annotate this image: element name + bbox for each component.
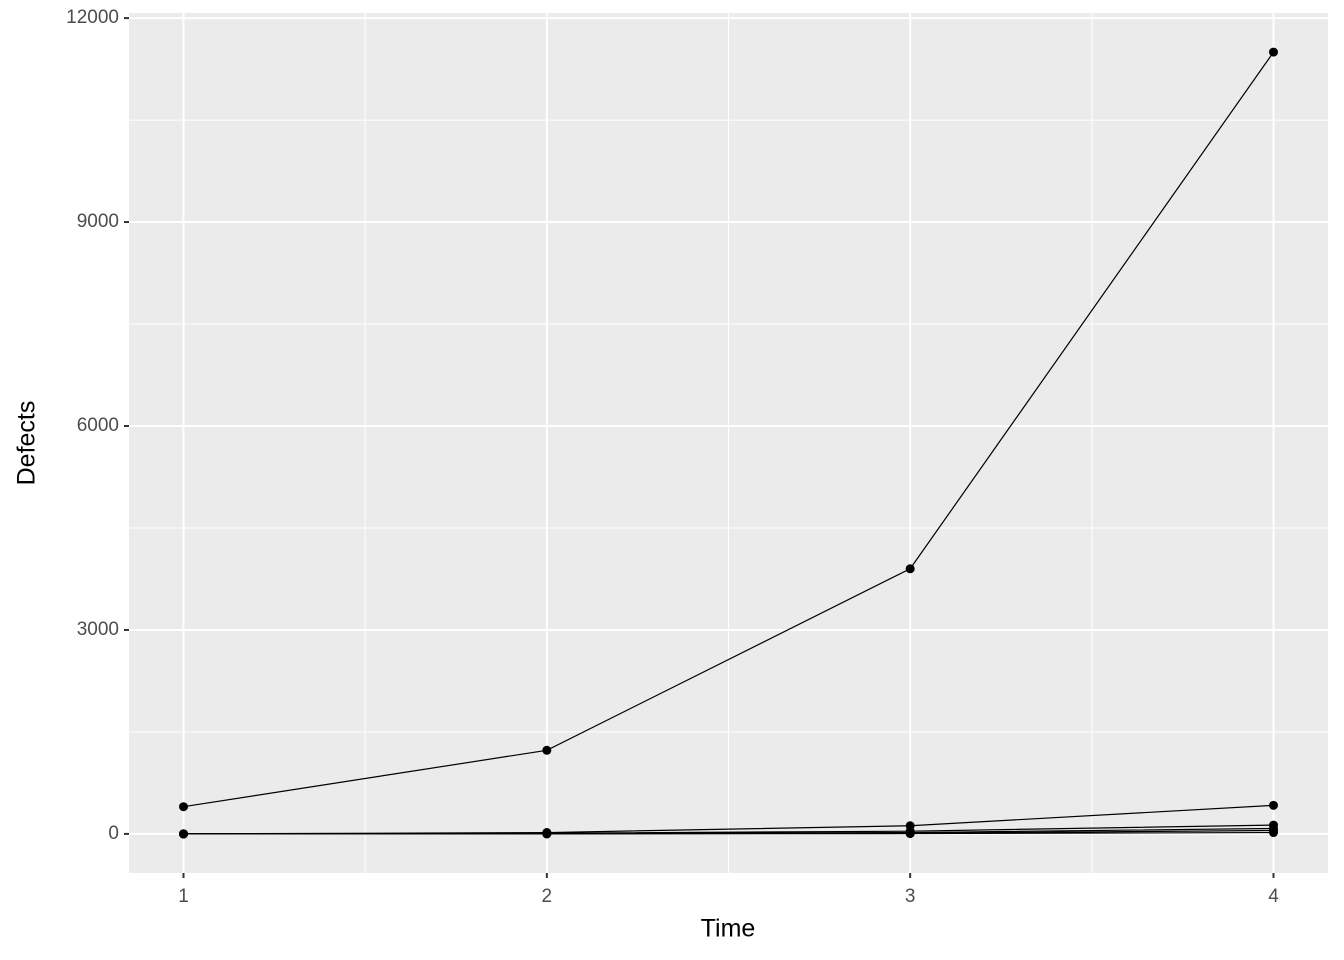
y-tick-label: 0	[108, 823, 119, 844]
x-tick-label: 3	[905, 886, 916, 907]
point	[542, 829, 552, 839]
x-tick-label: 1	[178, 886, 189, 907]
point	[1269, 47, 1278, 57]
y-tick-label: 3000	[77, 619, 119, 640]
x-axis-title: Time	[701, 915, 756, 943]
y-tick-label: 6000	[77, 415, 119, 436]
y-tick-label: 9000	[77, 211, 119, 232]
line	[183, 831, 1274, 835]
line	[183, 51, 1274, 808]
point	[542, 745, 552, 755]
point	[1269, 828, 1278, 838]
point	[905, 564, 915, 574]
point	[179, 802, 188, 812]
y-axis-title: Defects	[13, 401, 41, 486]
x-tick-label: 4	[1268, 886, 1279, 907]
point	[1269, 800, 1278, 810]
y-tick-label: 12000	[66, 7, 119, 28]
point	[179, 829, 188, 839]
point	[905, 829, 915, 839]
x-tick-label: 2	[542, 886, 553, 907]
